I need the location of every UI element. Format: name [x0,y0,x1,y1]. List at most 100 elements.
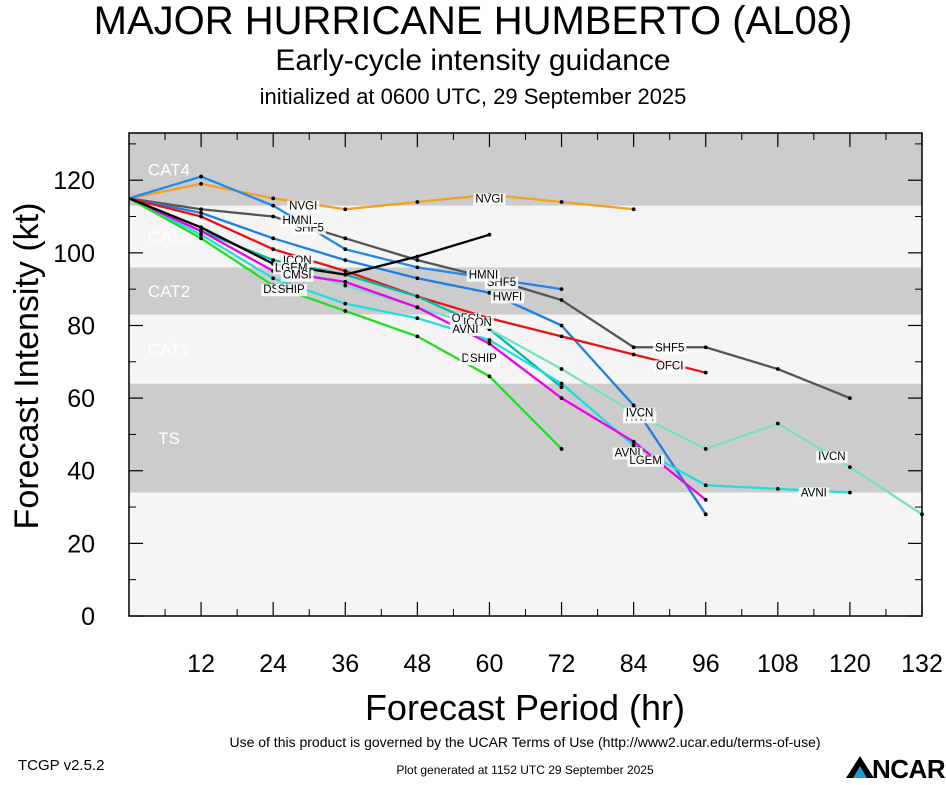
y-tick-label: 20 [67,530,95,558]
data-point-shf5 [848,396,852,401]
data-point-avni [199,232,203,237]
data-point-icon [415,294,420,299]
series-label-bg [490,291,525,304]
series-label-ofci: OFCI [656,360,683,372]
chart-subtitle: Early-cycle intensity guidance [275,44,671,77]
series-label-ivcn: IVCN [626,408,653,420]
series-label-ivcn: IVCN [818,451,845,463]
data-point-hmni [271,203,276,208]
data-point-ivcn [848,465,852,470]
data-point-lgem [343,279,348,284]
data-point-hmni [415,265,420,270]
data-point-black [415,254,420,259]
y-axis-label: Forecast Intensity (kt) [8,203,46,530]
ncar-logo-text: NCAR [872,754,946,784]
data-point-hwfi [559,323,564,328]
y-tick-label: 40 [67,458,95,486]
x-tick-label: 72 [548,650,576,678]
data-point-avni [848,490,852,495]
series-label-bg [816,451,848,464]
data-point-hwfi [271,236,276,241]
x-tick-label: 120 [829,650,871,678]
series-label-bg [473,193,506,206]
data-point-lgem [631,439,636,444]
series-label-hmni: HMNI [469,270,498,282]
band-label-cat2: CAT2 [148,282,190,301]
data-point-ofci [343,269,348,273]
data-point-shf5 [343,236,348,241]
data-point-avni [703,483,708,488]
data-point-ivcn [559,367,564,371]
data-point-avni [271,276,276,281]
category-bands [129,133,922,616]
band-label-cat1: CAT1 [148,340,190,359]
data-point-hwfi [415,276,420,281]
series-label-bg [280,269,314,282]
band-label-cat4: CAT4 [148,160,190,179]
data-point-lgem [199,229,203,233]
series-label-nvgi: NVGI [289,201,317,213]
data-point-shf5 [775,367,780,371]
data-point-ofci [703,370,708,375]
data-point-lgem [415,305,420,310]
x-tick-label: 108 [757,650,799,678]
data-point-avni [487,338,492,342]
data-point-avni [415,316,420,321]
data-point-ofci [271,247,276,252]
band-label-ts: TS [158,429,180,448]
data-point-nvgi [415,200,420,204]
band-label-cat3: CAT3 [148,228,190,247]
series-label-avni: AVNI [452,324,478,336]
version-text: TCGP v2.5.2 [18,757,105,774]
data-point-shf5 [703,345,708,350]
data-point-shf5 [271,214,276,219]
data-point-dshp [343,309,348,313]
series-label-bg [653,360,686,373]
data-point-lgem [703,497,708,502]
data-point-dshp [559,447,564,451]
data-point-ofci [559,334,564,339]
category-band-labels: TS CAT1 CAT2 CAT3 CAT4 [148,160,190,448]
x-axis-label: Forecast Period (hr) [365,687,685,728]
data-point-shf5 [631,345,636,350]
generated-time-text: Plot generated at 1152 UTC 29 September … [396,763,654,777]
y-tick-label: 100 [53,240,95,268]
series-label-bg [798,487,829,500]
plot-frame [128,132,923,617]
ncar-logo-icon [846,756,874,778]
x-tick-label: 48 [403,650,431,678]
x-tick-label: 24 [259,650,287,678]
data-point-ivcn [343,283,348,288]
data-point-black [343,272,348,277]
series-label-bg [652,342,687,355]
data-point-nvgi [271,196,276,201]
data-point-ivcn [703,447,708,451]
data-point-black [487,232,492,237]
chart-title: MAJOR HURRICANE HUMBERTO (AL08) [93,0,853,43]
series-line-nvgi [128,182,634,211]
series-labels: NVGINVGISHF5SHF5SHF5HMNIHMNIHWFIHWFIOFCI… [261,193,848,500]
series-label-hmni: HMNI [283,215,312,227]
data-point-hmni [199,174,203,179]
y-tick-label: 0 [81,603,95,631]
data-point-hwfi [703,512,708,517]
data-point-dshp [415,334,420,339]
data-point-lgem [559,396,564,401]
y-tick-label: 120 [53,167,95,195]
data-point-hwfi [199,210,203,215]
y-tick-label: 60 [67,385,95,413]
series-label-ship: SHIP [470,353,497,365]
data-point-hmni [559,287,564,292]
series-label-lgem: LGEM [629,455,662,467]
series-label-bg [275,284,307,297]
data-point-shf5 [415,258,420,263]
data-point-nvgi [343,207,348,212]
data-point-nvgi [631,207,636,212]
tick-labels: 12 24 36 48 60 72 84 96 108 120 132 0 20 40 60 80 100 120 [53,167,943,678]
init-time-subtitle: initialized at 0600 UTC, 29 September 20… [259,84,687,109]
series-label-bg [627,454,664,467]
data-point-black [199,225,203,230]
data-point-avni [775,486,780,491]
data-point-hwfi [343,258,348,263]
